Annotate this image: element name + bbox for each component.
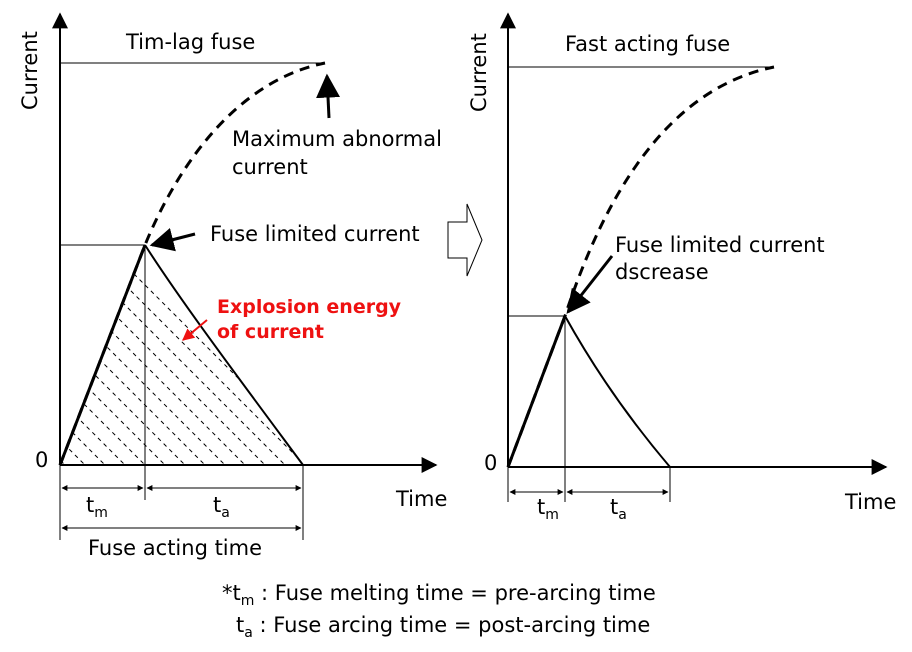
right-panel: Current Time 0 Fast acting fuse Fuse lim… — [467, 12, 896, 523]
right-y-axis-label: Current — [467, 33, 491, 112]
left-explosion-label-1: Explosion energy — [217, 296, 402, 318]
right-prospective-current-curve — [506, 65, 775, 468]
left-ta-label: ta — [213, 493, 230, 521]
left-max-abnormal-arrow — [316, 73, 341, 119]
right-ta-label: ta — [610, 495, 627, 523]
left-decay-curve — [144, 244, 304, 466]
left-fuse-limited-label: Fuse limited current — [210, 222, 420, 246]
left-origin-label: 0 — [35, 448, 48, 472]
left-max-abnormal-label-2: current — [232, 155, 308, 179]
right-tm-label: tm — [537, 495, 559, 523]
left-explosion-label-2: of current — [217, 321, 324, 343]
right-title: Fast acting fuse — [565, 32, 730, 56]
left-x-axis-label: Time — [395, 487, 447, 511]
right-fuse-limited-label-2: dscrease — [615, 260, 709, 284]
right-x-axis-label: Time — [844, 490, 896, 514]
right-decay-curve — [564, 315, 671, 468]
left-fuse-limited-arrow — [149, 228, 196, 252]
footnote-line-1: *tm : Fuse melting time = pre-arcing tim… — [222, 581, 656, 609]
transition-arrow-icon — [447, 203, 483, 277]
left-title: Tim-lag fuse — [125, 30, 255, 54]
right-origin-label: 0 — [484, 451, 497, 475]
left-y-axis-label: Current — [18, 31, 42, 110]
left-prospective-current-curve — [58, 61, 326, 466]
left-tm-label: tm — [86, 493, 108, 521]
footnote-line-2: ta : Fuse arcing time = post-arcing time — [236, 613, 650, 641]
footnote: *tm : Fuse melting time = pre-arcing tim… — [222, 581, 656, 641]
right-fuse-limited-arrow — [566, 255, 614, 314]
left-explosion-arrow — [182, 319, 208, 341]
left-panel: Current Time 0 Tim-lag fuse Maximum abno… — [18, 12, 447, 560]
left-max-abnormal-label-1: Maximum abnormal — [232, 127, 442, 151]
left-acting-time-label: Fuse acting time — [88, 536, 262, 560]
right-fuse-limited-label-1: Fuse limited current — [615, 233, 825, 257]
